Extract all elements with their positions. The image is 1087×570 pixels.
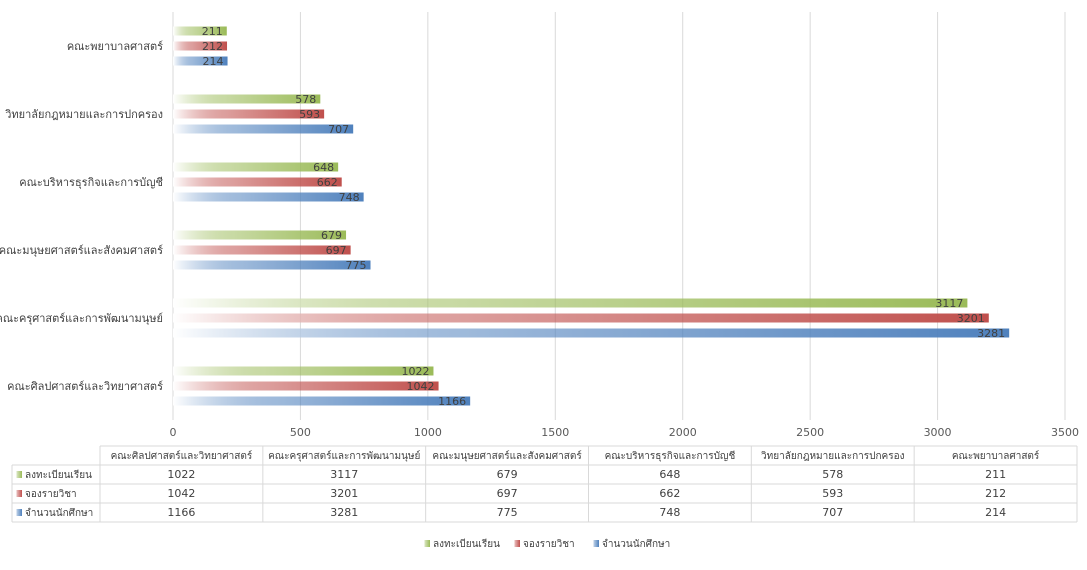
bar — [173, 313, 989, 323]
data-table: คณะศิลปศาสตร์และวิทยาศาสตร์ คณะครุศาสตร์แ… — [11, 445, 1078, 523]
x-tick-label: 2000 — [669, 426, 697, 439]
bar — [173, 177, 342, 187]
table-cell: 211 — [985, 468, 1006, 481]
x-tick-label: 500 — [290, 426, 311, 439]
legend-key — [424, 540, 430, 547]
x-tick-label: 2500 — [796, 426, 824, 439]
data-label: 697 — [326, 244, 347, 257]
table-cell: 593 — [822, 487, 843, 500]
x-tick-label: 3000 — [924, 426, 952, 439]
bar — [173, 381, 439, 391]
category-label: คณะครุศาสตร์และการพัฒนามนุษย์ — [0, 312, 163, 325]
data-label: 212 — [202, 40, 223, 53]
table-cell: 707 — [822, 506, 843, 519]
bar — [173, 230, 347, 240]
data-label: 1042 — [407, 380, 435, 393]
table-cell: 1166 — [167, 506, 195, 519]
table-cell: 3117 — [330, 468, 358, 481]
grid-layer: 0 500 1000 1500 2000 2500 3000 3500 — [170, 12, 1079, 439]
table-cell: 578 — [822, 468, 843, 481]
x-tick-label: 3500 — [1051, 426, 1079, 439]
table-legend-key — [16, 490, 22, 497]
table-cell: 662 — [659, 487, 680, 500]
category-label: คณะพยาบาลศาสตร์ — [67, 40, 163, 53]
table-cell: 748 — [659, 506, 680, 519]
table-cell: 212 — [985, 487, 1006, 500]
table-legend-key — [16, 471, 22, 478]
table-header: คณะพยาบาลศาสตร์ — [952, 450, 1040, 462]
bar — [173, 396, 471, 406]
data-label: 3117 — [935, 297, 963, 310]
table-header: คณะศิลปศาสตร์และวิทยาศาสตร์ — [111, 450, 253, 462]
table-cell: 679 — [497, 468, 518, 481]
category-label: วิทยาลัยกฎหมายและการปกครอง — [4, 108, 163, 121]
bar — [173, 94, 321, 104]
bar — [173, 366, 434, 376]
data-label: 3281 — [977, 327, 1005, 340]
data-label: 707 — [328, 123, 349, 136]
bar — [173, 298, 968, 308]
table-cell: 697 — [497, 487, 518, 500]
data-label: 211 — [202, 25, 223, 38]
bar — [173, 192, 364, 202]
table-row-label: ลงทะเบียนเรียน — [25, 469, 92, 481]
bar — [173, 328, 1010, 338]
table-cell: 3201 — [330, 487, 358, 500]
data-label: 3201 — [957, 312, 985, 325]
data-label: 775 — [346, 259, 367, 272]
table-cell: 214 — [985, 506, 1006, 519]
legend: ลงทะเบียนเรียน จองรายวิชา จำนวนนักศึกษา — [424, 538, 670, 550]
table-cell: 648 — [659, 468, 680, 481]
table-header: คณะครุศาสตร์และการพัฒนามนุษย์ — [268, 450, 420, 462]
legend-label: จองรายวิชา — [523, 539, 575, 550]
table-header: คณะมนุษยศาสตร์และสังคมศาสตร์ — [432, 450, 582, 462]
bar — [173, 56, 228, 66]
data-label: 578 — [295, 93, 316, 106]
bar — [173, 162, 339, 172]
legend-label: จำนวนนักศึกษา — [602, 538, 670, 550]
legend-key — [514, 540, 520, 547]
table-row-label: จองรายวิชา — [25, 489, 77, 500]
table-cell: 1042 — [167, 487, 195, 500]
bar — [173, 245, 351, 255]
bar — [173, 41, 228, 51]
category-label: คณะมนุษยศาสตร์และสังคมศาสตร์ — [0, 244, 163, 257]
bar — [173, 260, 371, 270]
table-row-label: จำนวนนักศึกษา — [25, 507, 93, 519]
data-label: 214 — [203, 55, 224, 68]
bar — [173, 124, 354, 134]
legend-key — [593, 540, 599, 547]
table-legend-key — [16, 509, 22, 516]
category-label: คณะบริหารธุรกิจและการบัญชี — [19, 176, 163, 189]
table-header: คณะบริหารธุรกิจและการบัญชี — [605, 450, 736, 462]
data-label: 1022 — [401, 365, 429, 378]
data-label: 662 — [317, 176, 338, 189]
bar — [173, 109, 325, 119]
x-tick-label: 0 — [170, 426, 177, 439]
table-cell: 3281 — [330, 506, 358, 519]
table-cell: 1022 — [167, 468, 195, 481]
data-label: 1166 — [438, 395, 466, 408]
bar-layer — [173, 26, 1010, 406]
data-label: 593 — [299, 108, 320, 121]
x-tick-label: 1500 — [541, 426, 569, 439]
data-label: 679 — [321, 229, 342, 242]
legend-label: ลงทะเบียนเรียน — [433, 538, 500, 550]
data-label: 648 — [313, 161, 334, 174]
bar — [173, 26, 227, 36]
table-header: วิทยาลัยกฎหมายและการปกครอง — [761, 451, 905, 462]
data-label: 748 — [339, 191, 360, 204]
category-label: คณะศิลปศาสตร์และวิทยาศาสตร์ — [7, 380, 163, 393]
x-tick-label: 1000 — [414, 426, 442, 439]
table-cell: 775 — [497, 506, 518, 519]
